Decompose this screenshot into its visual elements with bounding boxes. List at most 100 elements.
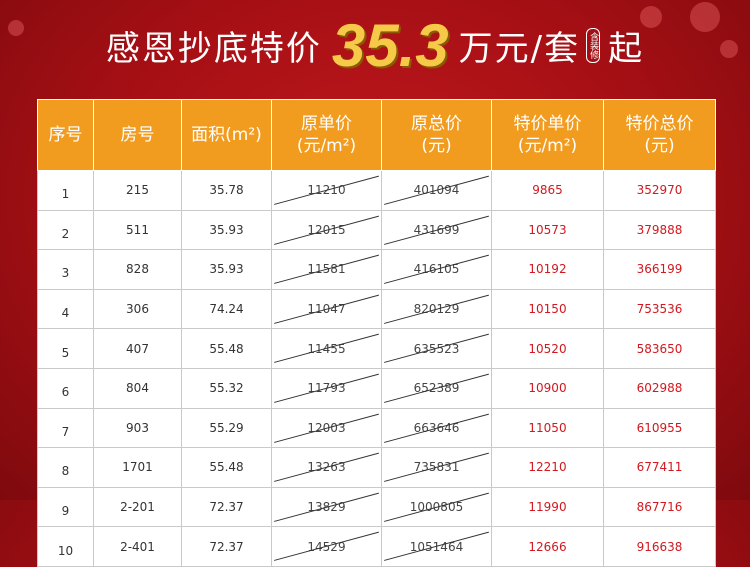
col-orig-unit-price-cell: 14529 [271, 526, 382, 567]
cell-value: 916638 [636, 539, 683, 554]
strikethrough-line [272, 488, 381, 527]
cell-value: 11990 [528, 500, 567, 515]
col-orig-unit-price-cell: 12003 [271, 407, 382, 449]
bokeh-decoration [720, 40, 738, 58]
col-seq-cell: 10 [37, 526, 94, 567]
cell-value: 74.24 [209, 302, 244, 317]
table-row: 1 215 35.78 11210401094 9865 352970 [37, 170, 716, 211]
col-special-unit-price-cell: 9865 [491, 170, 604, 211]
col-area-cell: 35.93 [181, 249, 272, 290]
header-label: 特价总价 [625, 114, 694, 134]
col-orig-total-price-cell: 652389 [381, 367, 492, 409]
strikethrough-line [272, 250, 381, 289]
cell-value: 2-401 [120, 539, 155, 554]
col-orig-total-price-cell: 401094 [381, 170, 492, 211]
col-seq-cell: 2 [37, 209, 94, 251]
cell-value: 6 [61, 385, 70, 400]
cell-value: 55.32 [209, 381, 244, 396]
cell-value: 10573 [528, 222, 567, 237]
col-area-cell: 74.24 [181, 288, 272, 330]
col-seq-cell: 9 [37, 486, 94, 528]
cell-value: 2-201 [120, 500, 155, 515]
col-room-cell: 903 [93, 407, 182, 449]
table-row: 6 804 55.32 11793652389 10900 602988 [37, 367, 716, 409]
strikethrough-line [382, 250, 491, 289]
table-row: 5 407 55.48 11455635523 10520 583650 [37, 328, 716, 369]
col-special-unit-price-cell: 11990 [491, 486, 604, 528]
price-table: 序号 房号 面积(m²) 原单价 (元/m²) 原总价 (元) 特价单价 (元/m²) 特价总价(… [37, 99, 716, 567]
col-orig-unit-price-cell: 11047 [271, 288, 382, 330]
col-orig-unit-price-cell: 13829 [271, 486, 382, 528]
strikethrough-line [272, 527, 381, 566]
col-orig-unit-price-cell: 13263 [271, 447, 382, 488]
col-special-total-price-cell: 583650 [603, 328, 716, 369]
col-special-total-price-cell: 753536 [603, 288, 716, 330]
cell-value: 352970 [636, 183, 683, 198]
cell-value: 366199 [636, 262, 683, 277]
col-orig-total-price-cell: 635523 [381, 328, 492, 369]
col-special-unit-price-cell: 10192 [491, 249, 604, 290]
table-row: 2 511 35.93 12015431699 10573 379888 [37, 209, 716, 251]
strikethrough-line [382, 409, 491, 448]
col-seq-cell: 5 [37, 328, 94, 369]
col-seq-cell: 8 [37, 447, 94, 488]
cell-value: 583650 [636, 341, 683, 356]
cell-value: 35.93 [209, 222, 244, 237]
col-special-unit-price-cell: 10573 [491, 209, 604, 251]
strikethrough-line [272, 409, 381, 448]
headline-unit: 万元/套 [458, 28, 581, 69]
col-room-cell: 306 [93, 288, 182, 330]
cell-value: 804 [126, 381, 149, 396]
col-orig-unit-price-cell: 11581 [271, 249, 382, 290]
cell-value: 677411 [636, 460, 683, 475]
cell-value: 55.48 [209, 460, 244, 475]
col-orig-total-price-cell: 431699 [381, 209, 492, 251]
table-row: 7 903 55.29 12003663646 11050 610955 [37, 407, 716, 449]
cell-value: 55.29 [209, 420, 244, 435]
cell-value: 11050 [528, 420, 567, 435]
col-seq-cell: 4 [37, 288, 94, 330]
col-special-total-price-cell: 366199 [603, 249, 716, 290]
col-room-cell: 804 [93, 367, 182, 409]
bokeh-decoration [640, 6, 662, 28]
strikethrough-line [382, 211, 491, 250]
cell-value: 1 [61, 187, 70, 202]
strikethrough-line [272, 369, 381, 408]
cell-value: 753536 [636, 302, 683, 317]
cell-value: 72.37 [209, 539, 244, 554]
cell-value: 55.48 [209, 341, 244, 356]
cell-value: 10520 [528, 341, 567, 356]
headline-price: 35.3 [331, 11, 449, 79]
strikethrough-line [382, 329, 491, 368]
col-special-unit-price-cell: 12210 [491, 447, 604, 488]
cell-value: 215 [126, 183, 149, 198]
strikethrough-line [382, 488, 491, 527]
col-area-cell: 55.29 [181, 407, 272, 449]
bokeh-decoration [8, 20, 24, 36]
col-orig-unit-price-header: 原单价 (元/m²) [271, 99, 382, 171]
cell-value: 35.78 [209, 183, 244, 198]
cell-value: 4 [61, 306, 70, 321]
strikethrough-line [272, 211, 381, 250]
cell-value: 10150 [528, 302, 567, 317]
strikethrough-line [272, 171, 381, 210]
col-orig-unit-price-cell: 11455 [271, 328, 382, 369]
headline-note: 含装修 [586, 27, 601, 63]
col-special-total-price-cell: 677411 [603, 447, 716, 488]
col-room-cell: 2-201 [93, 486, 182, 528]
col-room-cell: 215 [93, 170, 182, 211]
cell-value: 2 [61, 226, 70, 241]
cell-value: 407 [126, 341, 149, 356]
strikethrough-line [382, 171, 491, 210]
cell-value: 7 [61, 424, 70, 439]
cell-value: 610955 [636, 420, 683, 435]
header-label: (元) [644, 136, 675, 156]
col-orig-total-price-cell: 735831 [381, 447, 492, 488]
col-special-total-price-cell: 867716 [603, 486, 716, 528]
cell-value: 10 [57, 543, 74, 558]
strikethrough-line [382, 290, 491, 329]
table-row: 4 306 74.24 11047820129 10150 753536 [37, 288, 716, 330]
col-orig-unit-price-cell: 11210 [271, 170, 382, 211]
col-special-unit-price-cell: 11050 [491, 407, 604, 449]
col-seq-header: 序号 [37, 99, 94, 171]
